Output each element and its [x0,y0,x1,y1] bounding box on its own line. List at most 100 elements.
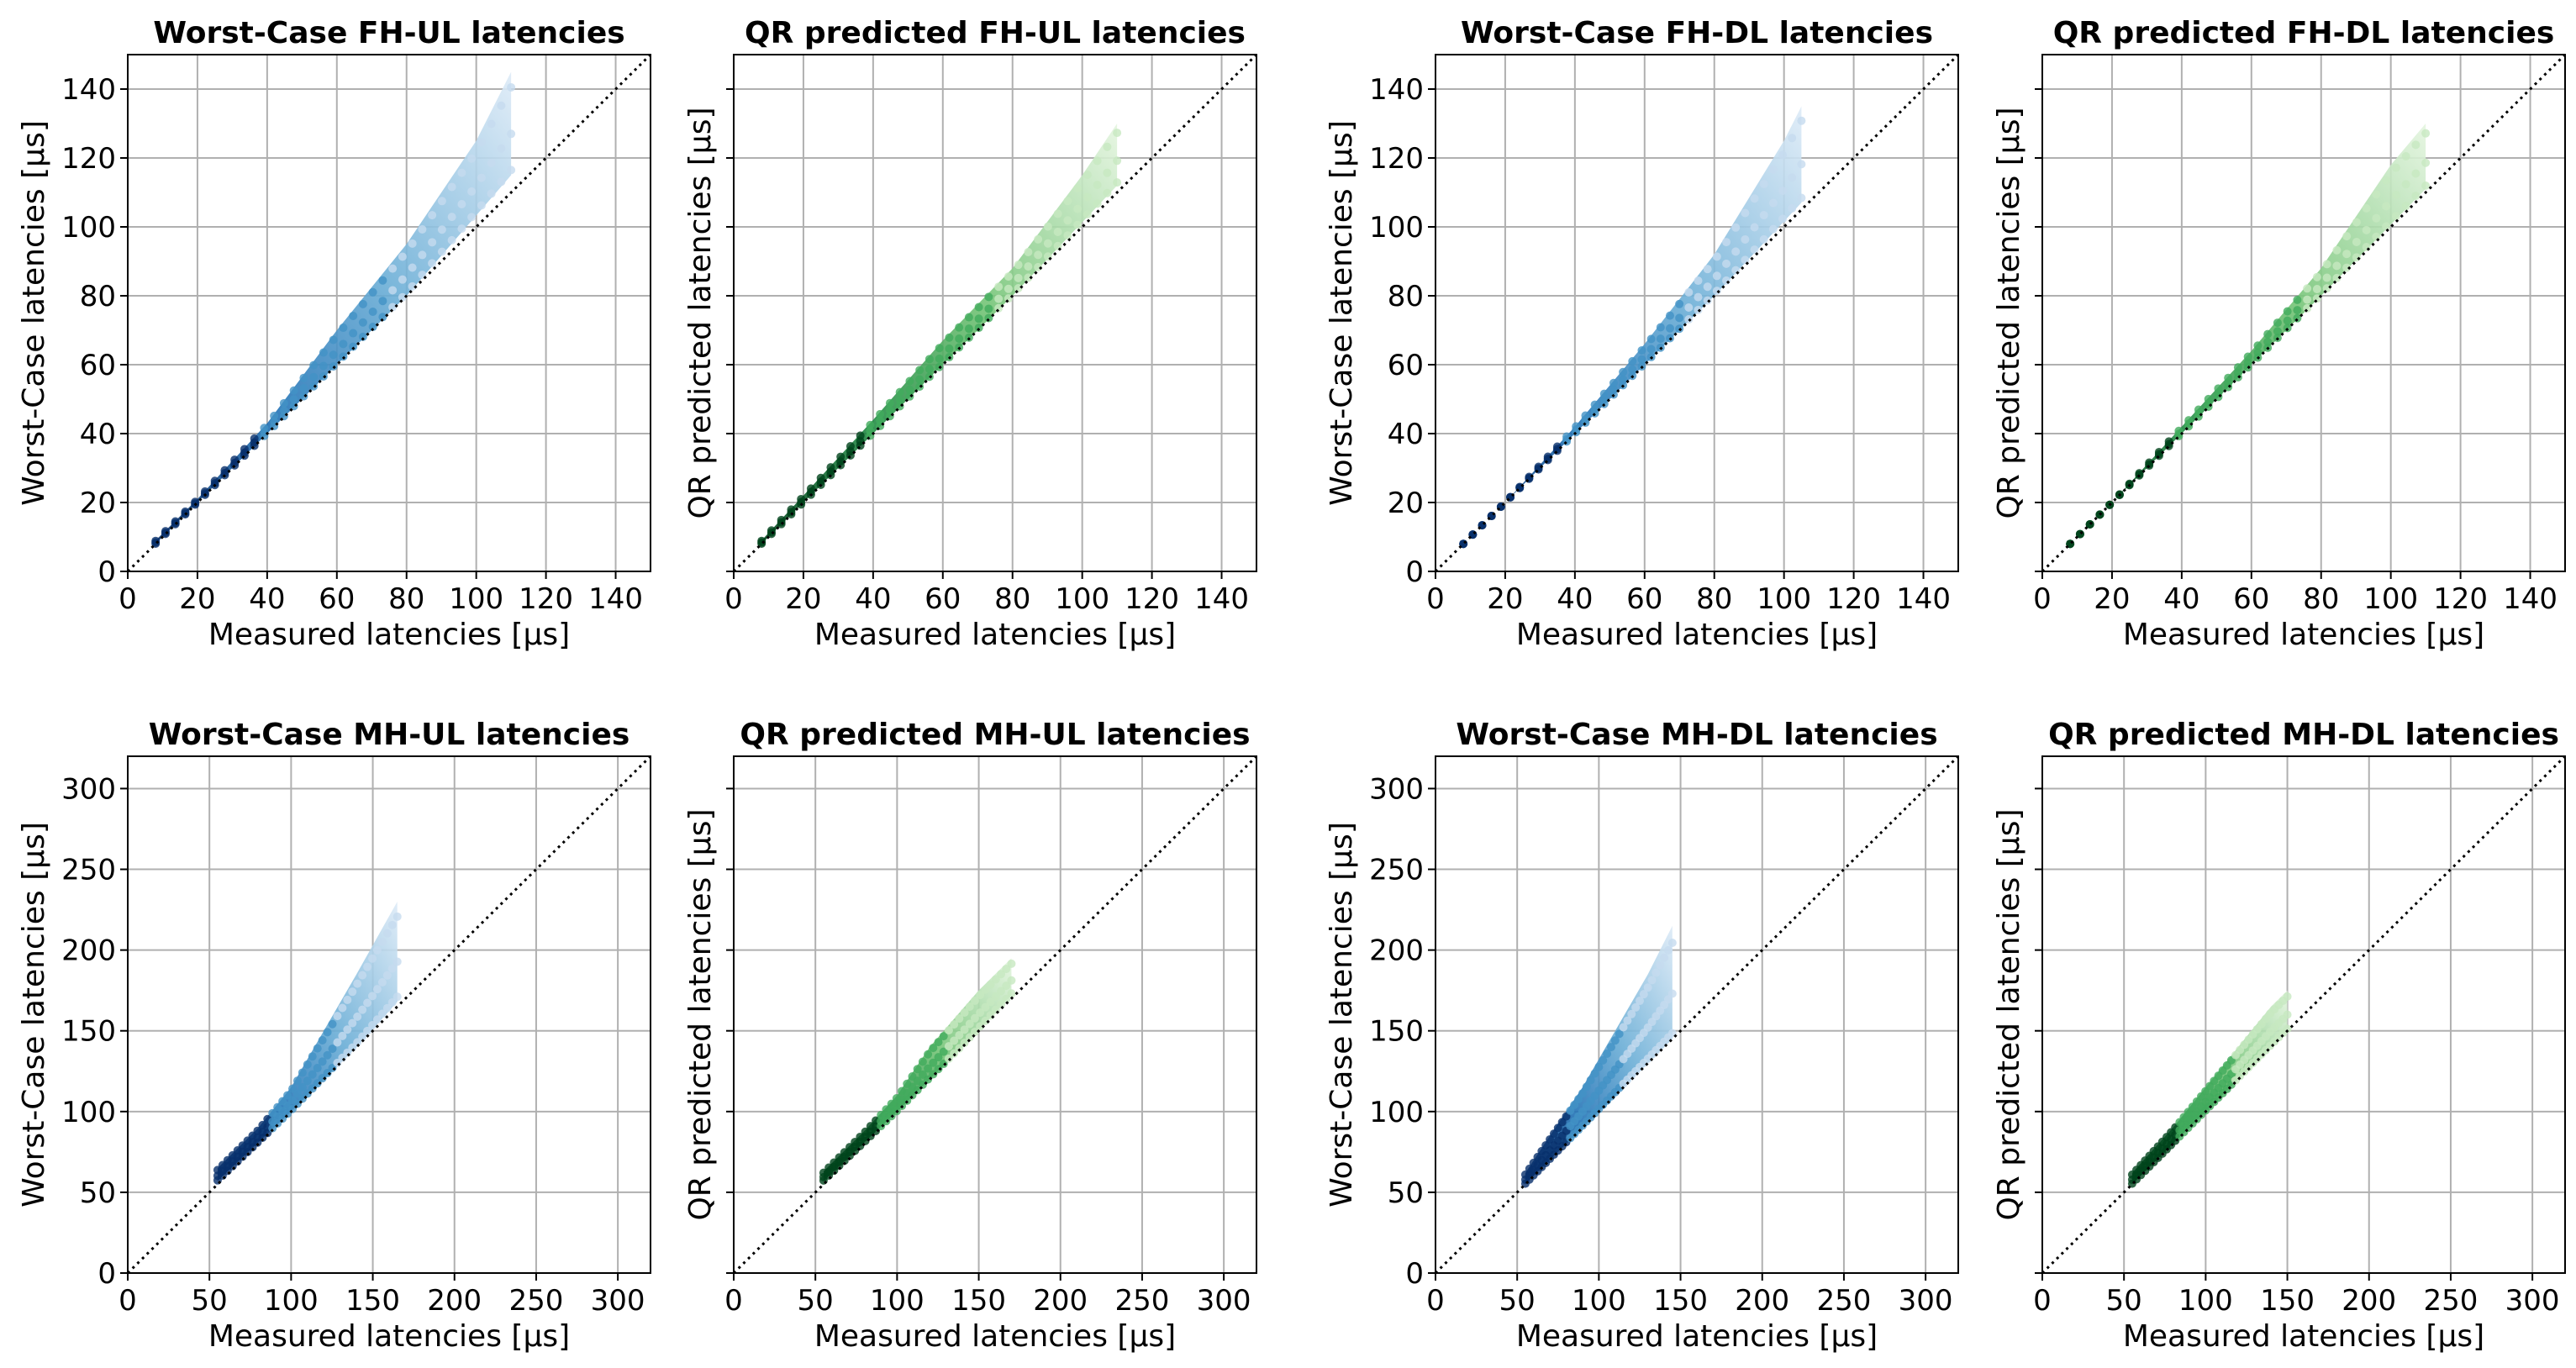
scatter-point [343,1025,352,1034]
scatter-point [974,314,983,324]
diagonal-reference-line [2041,53,2567,573]
x-axis-label: Measured latencies [μs] [208,1319,570,1354]
x-tick-label: 0 [2033,582,2052,616]
scatter-point [392,957,402,966]
scatter-point [447,235,456,245]
x-tick-label: 20 [179,582,215,616]
x-tick-label: 100 [1757,582,1811,616]
scatter-point [955,1044,964,1053]
scatter-point [1759,179,1768,188]
scatter-point [2312,285,2321,294]
x-tick-label: 80 [388,582,424,616]
scatter-point [437,225,446,234]
x-tick-labels: 0 50 100 150 200 250 300 [119,1284,645,1318]
scatter-point [1063,216,1072,225]
scatter-point [1694,276,1703,286]
x-tick-label: 80 [1696,582,1732,616]
x-tick-labels: 0 50 100 150 200 250 300 [2033,1284,2559,1318]
scatter-point [2293,295,2302,304]
scatter-point [934,1065,943,1074]
scatter-point [338,1031,347,1040]
scatter-point [1014,273,1023,282]
x-tick-labels: 0 50 100 150 200 250 300 [724,1284,1251,1318]
scatter-point [1694,292,1703,302]
x-tick-label: 140 [1194,582,1249,616]
scatter-point [1731,223,1741,232]
y-tick-labels: 0 50 100 150 200 250 300 [61,772,116,1291]
x-tick-label: 250 [2423,1284,2478,1318]
x-tick-label: 50 [2106,1284,2142,1318]
scatter-point [1586,1076,1595,1085]
x-tick-label: 60 [2233,582,2269,616]
scatter-point [313,1064,322,1073]
y-tick-label: 60 [1388,349,1424,382]
diagonal-reference-line [2041,755,2567,1275]
scatter-point [955,334,964,344]
scatter-point [358,1005,367,1014]
scatter-point [2401,202,2410,211]
scatter-point [1651,968,1661,977]
scatter-point [1637,355,1646,364]
scatter-point [388,286,398,295]
scatter-point [1562,432,1572,441]
scatter-point [1619,375,1628,384]
scatter-point [1103,188,1112,197]
scatter-point [161,527,170,536]
scatter-point [507,129,516,139]
scatter-point [2391,163,2400,172]
scatter-point [497,177,506,187]
scatter-point [876,409,885,418]
scatter-point [1722,238,1731,247]
scatter-point [2273,327,2282,336]
scatter-point [1656,960,1665,970]
y-tick-label: 100 [1369,1096,1424,1129]
scatter-point [1759,234,1768,244]
x-tick-label: 140 [588,582,643,616]
scatter-point [2145,458,2154,467]
scatter-point [965,1002,974,1011]
y-tick-label: 0 [1405,1257,1424,1291]
scatter-point [976,991,985,1000]
scatter-point [437,197,446,206]
scatter-point [2332,273,2342,282]
panel-qr-predicted-fh-ul: QR predicted FH-UL latencies Measured la… [683,16,1258,652]
scatter-point [2243,358,2252,367]
scatter-point [929,1058,938,1067]
scatter-point [970,996,979,1005]
scatter-point [1093,199,1102,208]
scatter-point [289,386,298,395]
y-tick-label: 20 [80,487,116,520]
scatter-point [2332,245,2342,255]
scatter-point [348,987,357,997]
scatter-point [378,297,387,306]
scatter-point [1797,160,1806,169]
scatter-point [2184,416,2194,425]
axes-frame [127,54,651,572]
scatter-point [1043,222,1052,231]
scatter-point [372,985,382,994]
axes-frame [733,755,1257,1274]
scatter-point [1572,422,1581,431]
scatter-point [1647,976,1657,985]
scatter-point [2204,394,2213,403]
scatter-point [2391,191,2400,200]
scatter-point [984,304,993,313]
scatter-point [981,1002,990,1012]
scatter-point [2411,192,2421,201]
scatter-point [1590,1069,1599,1078]
axes-frame [2041,54,2566,572]
scatter-point [1619,1023,1628,1032]
panel-title: QR predicted FH-UL latencies [745,16,1246,50]
y-tick-label: 150 [1369,1015,1424,1049]
x-tick-label: 0 [724,582,743,616]
scatter-point [457,224,466,234]
scatter-point [2411,140,2421,150]
scatter-point [1703,265,1712,274]
y-tick-label: 300 [61,772,116,806]
scatter-point [363,998,372,1008]
x-tick-label: 0 [724,1284,743,1318]
x-tick-label: 20 [2094,582,2130,616]
scatter-point [2312,272,2321,281]
scatter-point [270,411,279,420]
scatter-point [845,441,855,450]
